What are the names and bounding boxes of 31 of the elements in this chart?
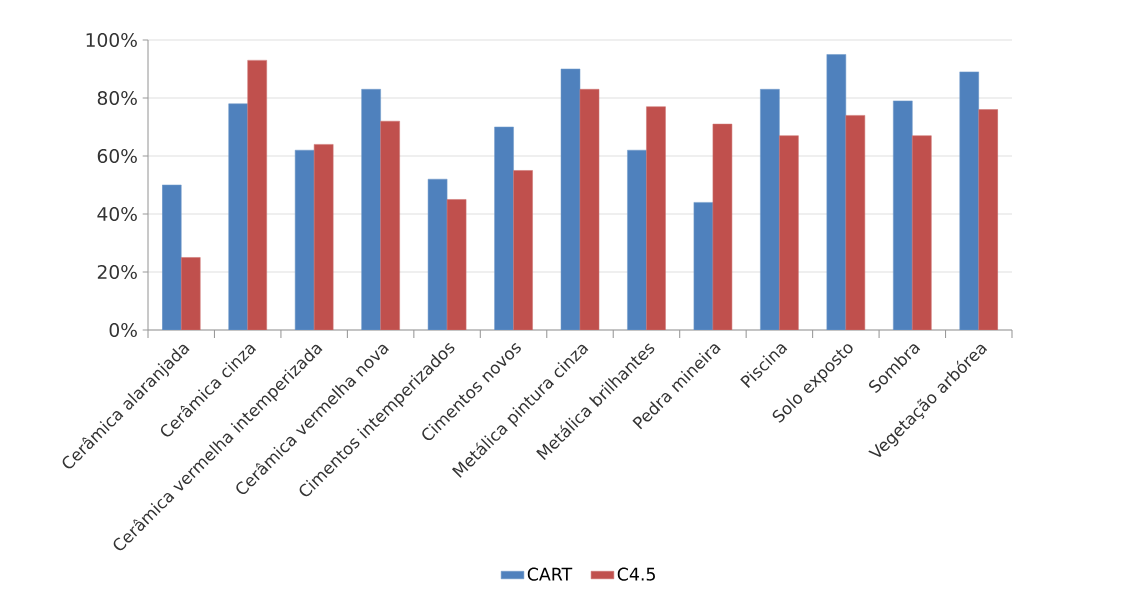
bar (161, 184, 182, 330)
bar (494, 126, 514, 330)
y-tick-label: 60% (97, 148, 137, 164)
bar (693, 202, 714, 330)
bar (779, 135, 799, 330)
bar (912, 135, 932, 330)
y-tick-label: 80% (97, 90, 137, 106)
bar (247, 60, 267, 330)
bar (380, 120, 400, 330)
bar (361, 89, 381, 330)
bar (959, 71, 980, 330)
bar (826, 54, 847, 330)
y-tick-label: 40% (97, 206, 137, 222)
bar (180, 257, 201, 330)
bar (560, 68, 581, 330)
bar (294, 149, 315, 330)
bar (978, 109, 999, 330)
y-tick-label: 0% (109, 322, 137, 338)
bar (760, 89, 780, 330)
bar (646, 106, 666, 330)
bar (893, 100, 913, 330)
bar (228, 103, 248, 330)
bar (313, 144, 334, 330)
legend-label: C4.5 (617, 567, 655, 581)
legend-label: CART (527, 567, 573, 581)
bar (627, 149, 647, 330)
bar (845, 115, 866, 330)
bar (513, 170, 533, 330)
y-tick-label: 20% (97, 264, 137, 280)
y-tick-label: 100% (86, 32, 137, 48)
bar (427, 178, 448, 330)
